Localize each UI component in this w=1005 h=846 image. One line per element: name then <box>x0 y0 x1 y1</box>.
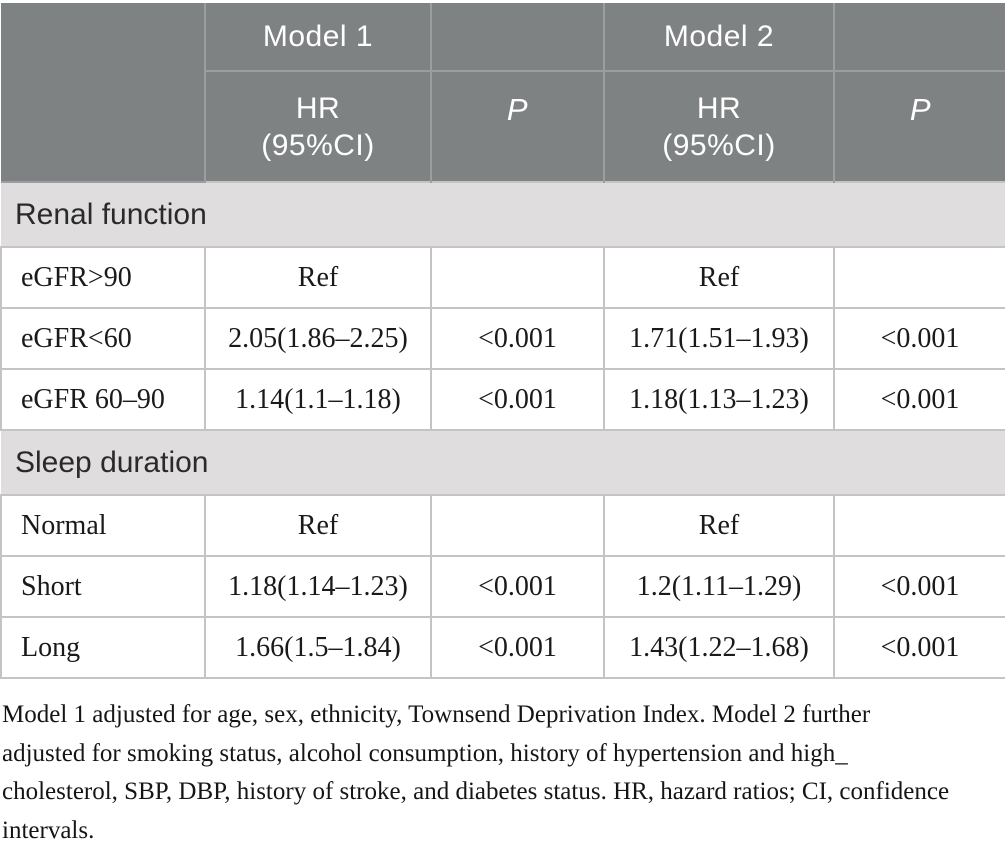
model1-hr-value: 2.05(1.86–2.25) <box>204 307 432 370</box>
model2-p-value <box>833 246 1005 309</box>
footnote-line: Model 1 adjusted for age, sex, ethnicity… <box>2 701 871 728</box>
model1-hr-value: Ref <box>204 494 432 557</box>
model2-p-value: <0.001 <box>833 555 1005 618</box>
model2-hr-value: Ref <box>603 246 835 309</box>
table-row: eGFR>90 Ref Ref <box>0 246 1005 309</box>
model1-p-header: P <box>430 70 605 182</box>
model2-p-value: <0.001 <box>833 368 1005 431</box>
model2-header: Model 2 <box>603 3 835 72</box>
model1-hr-ci-header: HR (95%CI) <box>205 70 432 182</box>
model1-p-value <box>430 494 605 557</box>
model1-p-value <box>430 246 605 309</box>
corner-cell <box>1 3 206 183</box>
model1-p-spacer <box>430 3 605 72</box>
row-label: eGFR>90 <box>0 246 206 309</box>
model1-p-value: <0.001 <box>430 368 605 431</box>
footnote-line: intervals. <box>2 816 95 844</box>
model1-header: Model 1 <box>204 3 432 72</box>
section-row-sleep-duration: Sleep duration <box>1 429 1005 496</box>
model2-p-value: <0.001 <box>833 307 1005 370</box>
footnote-line: adjusted for smoking status, alcohol con… <box>2 739 848 767</box>
model1-hr-value: 1.14(1.1–1.18) <box>204 368 432 431</box>
model2-hr-value: 1.2(1.11–1.29) <box>603 555 835 618</box>
table-row: eGFR 60–90 1.14(1.1–1.18) <0.001 1.18(1.… <box>0 368 1005 431</box>
table-footnote: Model 1 adjusted for age, sex, ethnicity… <box>2 696 1003 846</box>
model1-hr-value: 1.18(1.14–1.23) <box>204 555 432 618</box>
footnote-line: cholesterol, SBP, DBP, history of stroke… <box>2 778 950 805</box>
table-row: eGFR<60 2.05(1.86–2.25) <0.001 1.71(1.51… <box>0 307 1005 370</box>
table-header: Model 1 Model 2 HR (95%CI) P HR (95%CI) … <box>1 3 1005 183</box>
row-label: eGFR<60 <box>0 307 206 370</box>
model2-p-spacer <box>833 3 1005 72</box>
row-label: Normal <box>0 494 206 557</box>
model2-p-header: P <box>833 70 1005 182</box>
table-row: Short 1.18(1.14–1.23) <0.001 1.2(1.11–1.… <box>0 555 1005 618</box>
model2-hr-value: Ref <box>603 494 835 557</box>
section-title: Renal function <box>1 181 1005 248</box>
model1-p-value: <0.001 <box>430 555 605 618</box>
model1-hr-value: 1.66(1.5–1.84) <box>204 616 432 679</box>
row-label: eGFR 60–90 <box>0 368 206 431</box>
section-row-renal-function: Renal function <box>1 181 1005 248</box>
row-label: Long <box>0 616 206 679</box>
hazard-ratio-table: Model 1 Model 2 HR (95%CI) P HR (95%CI) … <box>0 3 1005 679</box>
model2-hr-value: 1.71(1.51–1.93) <box>603 307 835 370</box>
model1-p-value: <0.001 <box>430 307 605 370</box>
model2-hr-value: 1.18(1.13–1.23) <box>603 368 835 431</box>
model2-p-value <box>833 494 1005 557</box>
table-row: Normal Ref Ref <box>0 494 1005 557</box>
model1-p-value: <0.001 <box>430 616 605 679</box>
model1-hr-value: Ref <box>204 246 432 309</box>
table-row: Long 1.66(1.5–1.84) <0.001 1.43(1.22–1.6… <box>0 616 1005 679</box>
row-label: Short <box>0 555 206 618</box>
model2-hr-ci-header: HR (95%CI) <box>603 70 835 182</box>
model2-hr-value: 1.43(1.22–1.68) <box>603 616 835 679</box>
model2-p-value: <0.001 <box>833 616 1005 679</box>
section-title: Sleep duration <box>1 429 1005 496</box>
